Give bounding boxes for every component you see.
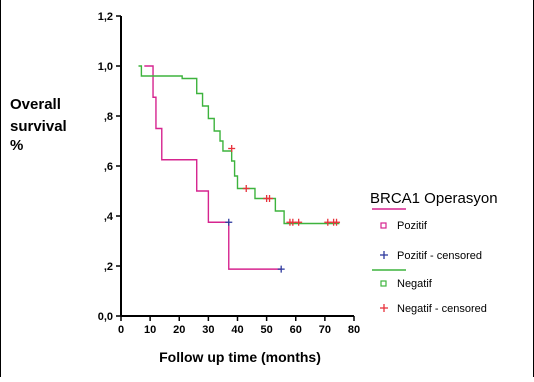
legend-marker-negatif-censored xyxy=(380,304,388,312)
x-tick-label: 60 xyxy=(290,324,302,336)
censor-marker-negatif xyxy=(242,185,250,192)
survival-curve-negatif xyxy=(138,65,340,225)
legend-marker-negatif xyxy=(380,280,387,287)
x-tick-label: 30 xyxy=(202,324,214,336)
censor-marker-negatif xyxy=(228,145,236,152)
x-tick-label: 10 xyxy=(144,324,156,336)
y-label-line-2: survival xyxy=(10,118,67,135)
y-label-line-1: Overall xyxy=(10,96,61,113)
y-label-line-3: % xyxy=(10,137,23,154)
y-axis-label: Overall survival % xyxy=(10,96,67,154)
legend-title: BRCA1 Operasyon xyxy=(370,190,498,207)
x-ticks: 0 10 20 30 40 50 60 70 80 xyxy=(118,316,360,336)
censor-markers xyxy=(225,145,341,273)
y-tick-label: ,6 xyxy=(104,161,113,173)
x-tick-label: 0 xyxy=(118,324,124,336)
legend-label-pozitif: Pozitif xyxy=(397,220,428,232)
x-tick-label: 40 xyxy=(231,324,243,336)
y-ticks: 0,0 ,2 ,4 ,6 ,8 1,0 1,2 xyxy=(98,11,121,323)
censor-marker-pozitif xyxy=(277,265,285,273)
y-tick-label: 1,0 xyxy=(98,61,113,73)
x-tick-label: 80 xyxy=(348,324,360,336)
y-tick-label: ,4 xyxy=(104,211,114,223)
legend-label-negatif-censored: Negatif - censored xyxy=(397,303,487,315)
legend: BRCA1 Operasyon Pozitif Pozitif - censor… xyxy=(370,190,498,315)
censor-marker-pozitif xyxy=(225,218,233,226)
survival-curves xyxy=(138,65,340,270)
y-tick-label: 0,0 xyxy=(98,311,113,323)
censor-marker-negatif xyxy=(266,195,274,202)
legend-marker-pozitif-censored xyxy=(380,251,388,259)
y-tick-label: 1,2 xyxy=(98,11,113,23)
survival-curve-pozitif xyxy=(144,65,282,270)
censor-marker-negatif xyxy=(295,218,303,226)
legend-marker-pozitif xyxy=(380,222,387,229)
x-tick-label: 20 xyxy=(173,324,185,336)
x-tick-label: 50 xyxy=(261,324,273,336)
legend-label-pozitif-censored: Pozitif - censored xyxy=(397,250,482,262)
x-axis-label: Follow up time (months) xyxy=(159,349,321,365)
y-tick-label: ,8 xyxy=(104,111,113,123)
censor-marker-negatif xyxy=(333,218,341,226)
legend-label-negatif: Negatif xyxy=(397,278,433,290)
y-tick-label: ,2 xyxy=(104,261,113,273)
x-tick-label: 70 xyxy=(319,324,331,336)
